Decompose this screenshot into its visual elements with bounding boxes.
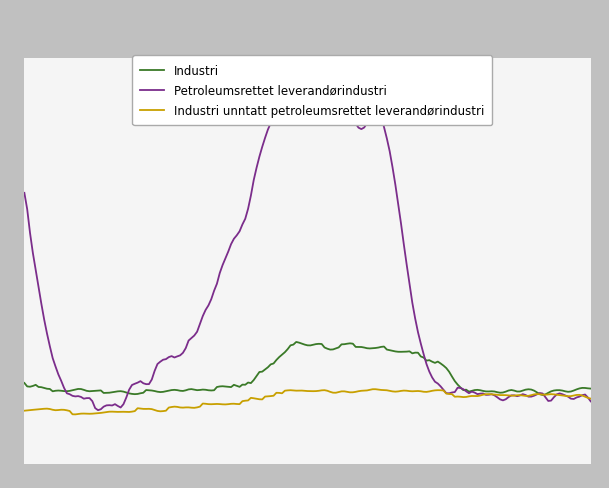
Industri unntatt petroleumsrettet leverandørindustri xyxy=(74,411,82,417)
Industri xyxy=(539,392,546,398)
Line: Petroleumsrettet leverandørindustri: Petroleumsrettet leverandørindustri xyxy=(24,98,591,410)
Petroleumsrettet leverandørindustri xyxy=(230,236,238,242)
Industri xyxy=(259,369,266,375)
Industri xyxy=(21,380,28,386)
Petroleumsrettet leverandørindustri xyxy=(72,394,79,400)
Industri unntatt petroleumsrettet leverandørindustri xyxy=(72,411,79,417)
Industri xyxy=(544,390,552,396)
Line: Industri: Industri xyxy=(24,342,591,395)
Industri xyxy=(587,386,594,392)
Industri xyxy=(227,385,234,390)
Industri unntatt petroleumsrettet leverandørindustri xyxy=(544,392,552,398)
Industri xyxy=(72,387,79,393)
Petroleumsrettet leverandørindustri xyxy=(21,190,28,196)
Petroleumsrettet leverandørindustri xyxy=(587,399,594,405)
Industri unntatt petroleumsrettet leverandørindustri xyxy=(261,394,269,400)
Legend: Industri, Petroleumsrettet leverandørindustri, Industri unntatt petroleumsrettet: Industri, Petroleumsrettet leverandørind… xyxy=(132,56,492,126)
Petroleumsrettet leverandørindustri xyxy=(544,398,552,404)
Industri xyxy=(24,384,31,389)
Industri unntatt petroleumsrettet leverandørindustri xyxy=(329,390,337,396)
Line: Industri unntatt petroleumsrettet leverandørindustri: Industri unntatt petroleumsrettet levera… xyxy=(24,389,591,414)
Petroleumsrettet leverandørindustri xyxy=(309,95,317,101)
Industri unntatt petroleumsrettet leverandørindustri xyxy=(372,386,379,392)
Industri unntatt petroleumsrettet leverandørindustri xyxy=(24,407,31,413)
Industri unntatt petroleumsrettet leverandørindustri xyxy=(230,401,238,407)
Industri unntatt petroleumsrettet leverandørindustri xyxy=(21,408,28,414)
Petroleumsrettet leverandørindustri xyxy=(261,136,269,142)
Petroleumsrettet leverandørindustri xyxy=(333,120,340,125)
Petroleumsrettet leverandørindustri xyxy=(94,407,102,413)
Industri xyxy=(292,339,300,345)
Industri xyxy=(329,347,337,353)
Industri unntatt petroleumsrettet leverandørindustri xyxy=(587,396,594,402)
Petroleumsrettet leverandørindustri xyxy=(24,207,31,213)
